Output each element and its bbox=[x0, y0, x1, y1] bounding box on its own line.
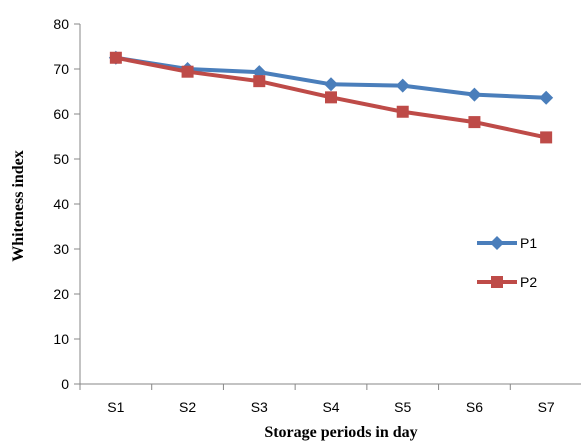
legend-label: P2 bbox=[520, 274, 537, 290]
x-tick-label: S7 bbox=[538, 399, 555, 415]
data-point-p1 bbox=[539, 90, 554, 105]
legend-item-p1: P1 bbox=[477, 235, 537, 251]
y-tick-label: 20 bbox=[53, 286, 69, 302]
y-axis-title: Whiteness index bbox=[10, 150, 27, 262]
legend-item-p2: P2 bbox=[477, 274, 537, 290]
data-point-p2 bbox=[325, 91, 337, 104]
series-p2 bbox=[109, 51, 553, 144]
y-tick-label: 0 bbox=[61, 376, 69, 392]
data-point-p1 bbox=[395, 78, 410, 93]
data-point-p2 bbox=[181, 65, 194, 78]
y-tick-label: 50 bbox=[53, 151, 69, 167]
x-tick-label: S4 bbox=[322, 399, 339, 415]
legend-marker bbox=[491, 276, 503, 288]
data-point-p1 bbox=[467, 87, 482, 102]
y-axis-ticks: 0 10 20 30 40 50 60 70 80 bbox=[53, 16, 80, 392]
legend-marker bbox=[490, 236, 504, 250]
data-point-p2 bbox=[540, 131, 553, 144]
data-point-p2 bbox=[253, 75, 266, 88]
y-tick-label: 80 bbox=[53, 16, 69, 32]
series-layer bbox=[108, 50, 554, 144]
data-point-p2 bbox=[396, 105, 409, 118]
x-tick-label: S6 bbox=[466, 399, 483, 415]
data-point-p1 bbox=[324, 77, 338, 92]
x-tick-label: S2 bbox=[179, 399, 196, 415]
x-axis-title: Storage periods in day bbox=[264, 424, 417, 441]
y-tick-label: 70 bbox=[53, 61, 69, 77]
y-tick-label: 40 bbox=[53, 196, 69, 212]
y-tick-label: 30 bbox=[53, 241, 69, 257]
y-tick-label: 10 bbox=[53, 331, 69, 347]
x-tick-label: S5 bbox=[394, 399, 411, 415]
x-axis-ticks: S1 S2 S3 S4 S5 S6 S7 bbox=[79, 384, 555, 415]
x-tick-label: S3 bbox=[251, 399, 268, 415]
data-point-p2 bbox=[468, 116, 481, 129]
legend-label: P1 bbox=[520, 235, 537, 251]
legend: P1 P2 bbox=[477, 235, 537, 290]
y-tick-label: 60 bbox=[53, 106, 69, 122]
x-tick-label: S1 bbox=[107, 399, 124, 415]
data-point-p2 bbox=[109, 51, 122, 64]
